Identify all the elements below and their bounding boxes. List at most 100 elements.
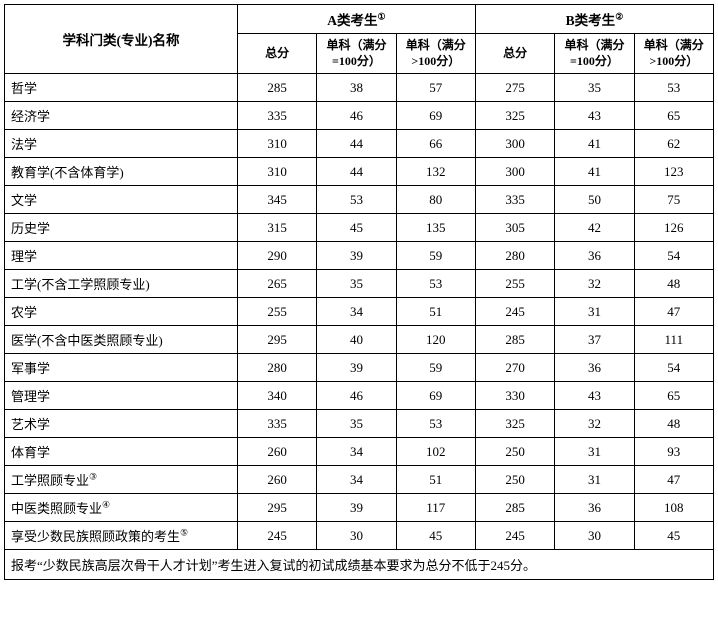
- data-cell-b3: 47: [634, 466, 713, 494]
- data-cell-b1: 245: [475, 522, 554, 550]
- subject-cell: 教育学(不含体育学): [5, 158, 238, 186]
- data-cell-b1: 325: [475, 410, 554, 438]
- subject-cell: 经济学: [5, 102, 238, 130]
- subject-cell: 农学: [5, 298, 238, 326]
- data-cell-a3: 80: [396, 186, 475, 214]
- data-cell-b2: 32: [555, 270, 634, 298]
- data-cell-a1: 265: [237, 270, 316, 298]
- data-cell-b3: 48: [634, 410, 713, 438]
- data-cell-a3: 69: [396, 382, 475, 410]
- subject-cell: 理学: [5, 242, 238, 270]
- subject-label: 经济学: [11, 109, 50, 124]
- subject-label: 工学照顾专业: [11, 473, 89, 488]
- table-row: 理学29039592803654: [5, 242, 714, 270]
- data-cell-b3: 45: [634, 522, 713, 550]
- header-row-1: 学科门类(专业)名称 A类考生① B类考生②: [5, 5, 714, 34]
- data-cell-a1: 255: [237, 298, 316, 326]
- subject-label: 军事学: [11, 361, 50, 376]
- data-cell-a2: 44: [317, 130, 396, 158]
- data-cell-b2: 31: [555, 438, 634, 466]
- data-cell-a2: 34: [317, 298, 396, 326]
- data-cell-a2: 34: [317, 466, 396, 494]
- subject-label: 中医类照顾专业: [11, 501, 102, 516]
- subject-cell: 法学: [5, 130, 238, 158]
- table-row: 中医类照顾专业④2953911728536108: [5, 494, 714, 522]
- data-cell-b2: 37: [555, 326, 634, 354]
- data-cell-b2: 41: [555, 158, 634, 186]
- table-row: 教育学(不含体育学)3104413230041123: [5, 158, 714, 186]
- subject-sup: ③: [89, 472, 97, 482]
- data-cell-a1: 345: [237, 186, 316, 214]
- data-cell-b1: 245: [475, 298, 554, 326]
- data-cell-a1: 290: [237, 242, 316, 270]
- data-cell-a2: 46: [317, 102, 396, 130]
- subject-label: 享受少数民族照顾政策的考生: [11, 529, 180, 544]
- data-cell-b2: 36: [555, 242, 634, 270]
- subject-label: 哲学: [11, 81, 37, 96]
- subject-label: 医学(不含中医类照顾专业): [11, 333, 163, 348]
- data-cell-b2: 35: [555, 74, 634, 102]
- data-cell-b1: 250: [475, 466, 554, 494]
- data-cell-b3: 108: [634, 494, 713, 522]
- data-cell-a2: 38: [317, 74, 396, 102]
- subject-label: 农学: [11, 305, 37, 320]
- table-row: 经济学33546693254365: [5, 102, 714, 130]
- data-cell-a1: 295: [237, 326, 316, 354]
- data-cell-a3: 59: [396, 354, 475, 382]
- data-cell-a1: 245: [237, 522, 316, 550]
- data-cell-a3: 66: [396, 130, 475, 158]
- data-cell-a3: 53: [396, 270, 475, 298]
- table-row: 管理学34046693304365: [5, 382, 714, 410]
- header-subject: 学科门类(专业)名称: [5, 5, 238, 74]
- data-cell-b3: 75: [634, 186, 713, 214]
- data-cell-a1: 310: [237, 158, 316, 186]
- data-cell-b1: 325: [475, 102, 554, 130]
- table-body: 哲学28538572753553经济学33546693254365法学31044…: [5, 74, 714, 550]
- table-row: 历史学3154513530542126: [5, 214, 714, 242]
- subject-label: 管理学: [11, 389, 50, 404]
- header-a-singleover100: 单科（满分>100分）: [396, 34, 475, 74]
- data-cell-b3: 48: [634, 270, 713, 298]
- data-cell-b3: 54: [634, 242, 713, 270]
- subject-cell: 文学: [5, 186, 238, 214]
- data-cell-b3: 54: [634, 354, 713, 382]
- data-cell-b2: 31: [555, 466, 634, 494]
- data-cell-b2: 36: [555, 354, 634, 382]
- table-row: 工学(不含工学照顾专业)26535532553248: [5, 270, 714, 298]
- table-row: 医学(不含中医类照顾专业)2954012028537111: [5, 326, 714, 354]
- subject-sup: ⑤: [180, 528, 188, 538]
- header-group-a-sup: ①: [378, 12, 386, 22]
- data-cell-b1: 285: [475, 494, 554, 522]
- subject-cell: 艺术学: [5, 410, 238, 438]
- data-cell-b2: 36: [555, 494, 634, 522]
- subject-label: 工学(不含工学照顾专业): [11, 277, 150, 292]
- subject-cell: 医学(不含中医类照顾专业): [5, 326, 238, 354]
- subject-cell: 体育学: [5, 438, 238, 466]
- data-cell-a3: 51: [396, 298, 475, 326]
- table-row: 文学34553803355075: [5, 186, 714, 214]
- data-cell-a1: 335: [237, 102, 316, 130]
- table-row: 法学31044663004162: [5, 130, 714, 158]
- data-cell-b2: 43: [555, 102, 634, 130]
- subject-label: 法学: [11, 137, 37, 152]
- data-cell-a3: 57: [396, 74, 475, 102]
- data-cell-b3: 65: [634, 382, 713, 410]
- data-cell-b3: 47: [634, 298, 713, 326]
- header-a-total: 总分: [237, 34, 316, 74]
- data-cell-a2: 34: [317, 438, 396, 466]
- header-b-total: 总分: [475, 34, 554, 74]
- data-cell-a2: 45: [317, 214, 396, 242]
- table-row: 工学照顾专业③26034512503147: [5, 466, 714, 494]
- header-group-b-label: B类考生: [566, 13, 616, 28]
- data-cell-b2: 31: [555, 298, 634, 326]
- table-row: 哲学28538572753553: [5, 74, 714, 102]
- header-group-b: B类考生②: [475, 5, 713, 34]
- data-cell-a3: 135: [396, 214, 475, 242]
- header-b-single100: 单科（满分=100分）: [555, 34, 634, 74]
- data-cell-b3: 111: [634, 326, 713, 354]
- table-row: 农学 25534512453147: [5, 298, 714, 326]
- data-cell-b1: 330: [475, 382, 554, 410]
- subject-label: 理学: [11, 249, 37, 264]
- data-cell-a1: 310: [237, 130, 316, 158]
- data-cell-a2: 40: [317, 326, 396, 354]
